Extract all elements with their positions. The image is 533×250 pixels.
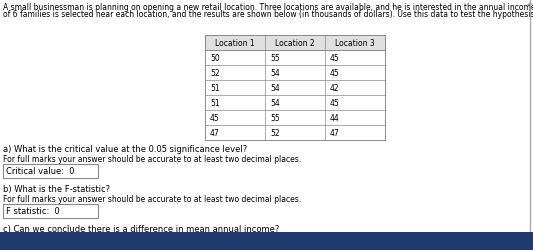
Text: Yes, because the F-statistic is less than the critical value: Yes, because the F-statistic is less tha…: [16, 242, 233, 250]
Text: 45: 45: [330, 54, 340, 63]
Text: Critical value:  0: Critical value: 0: [6, 167, 75, 176]
Text: of 6 families is selected near each location, and the results are shown below (i: of 6 families is selected near each loca…: [3, 10, 533, 19]
Text: a) What is the critical value at the 0.05 significance level?: a) What is the critical value at the 0.0…: [3, 144, 247, 154]
Text: 45: 45: [210, 114, 220, 122]
Bar: [205, 36, 385, 51]
Text: A small businessman is planning on opening a new retail location. Three location: A small businessman is planning on openi…: [3, 3, 533, 12]
Text: 45: 45: [330, 69, 340, 78]
Text: 55: 55: [270, 114, 280, 122]
Text: 54: 54: [270, 84, 280, 93]
Text: 50: 50: [210, 54, 220, 63]
Text: c) Can we conclude there is a difference in mean annual income?: c) Can we conclude there is a difference…: [3, 224, 279, 233]
Text: 47: 47: [330, 128, 340, 138]
Text: 45: 45: [330, 98, 340, 108]
Text: Location 1: Location 1: [215, 39, 255, 48]
Text: 55: 55: [270, 54, 280, 63]
Bar: [3, 204, 98, 218]
Text: For full marks your answer should be accurate to at least two decimal places.: For full marks your answer should be acc…: [3, 194, 301, 203]
Bar: [0, 232, 533, 250]
Text: 51: 51: [210, 98, 220, 108]
Text: 54: 54: [270, 69, 280, 78]
Text: F statistic:  0: F statistic: 0: [6, 207, 60, 216]
Text: Location 2: Location 2: [275, 39, 315, 48]
Text: 42: 42: [330, 84, 340, 93]
Text: b) What is the F-statistic?: b) What is the F-statistic?: [3, 184, 110, 193]
Bar: [205, 36, 385, 140]
Text: 54: 54: [270, 98, 280, 108]
Text: 44: 44: [330, 114, 340, 122]
Text: 51: 51: [210, 84, 220, 93]
Text: Yes, because the F-statistic is greater than the critical value: Yes, because the F-statistic is greater …: [16, 234, 246, 242]
Bar: [3, 164, 98, 178]
Text: 52: 52: [270, 128, 280, 138]
Text: 52: 52: [210, 69, 220, 78]
Polygon shape: [527, 3, 533, 6]
Text: For full marks your answer should be accurate to at least two decimal places.: For full marks your answer should be acc…: [3, 154, 301, 163]
Text: 47: 47: [210, 128, 220, 138]
Text: Location 3: Location 3: [335, 39, 375, 48]
